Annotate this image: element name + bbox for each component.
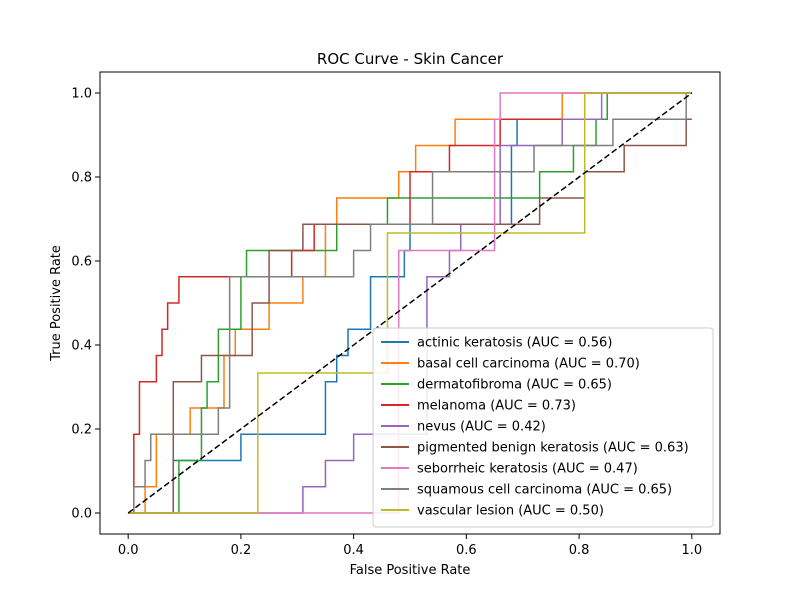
x-axis-label: False Positive Rate <box>350 563 471 578</box>
x-tick-label: 0.8 <box>569 543 590 558</box>
legend-entry: basal cell carcinoma (AUC = 0.70) <box>417 357 640 372</box>
x-tick-label: 0.0 <box>118 543 139 558</box>
legend-box <box>372 327 714 528</box>
x-tick-label: 0.2 <box>231 543 252 558</box>
legend-entry: seborrheic keratosis (AUC = 0.47) <box>417 462 638 477</box>
x-axis: 0.0 0.2 0.4 0.6 0.8 1.0 <box>118 534 702 558</box>
x-tick-label: 0.4 <box>343 543 364 558</box>
y-tick-label: 0.0 <box>71 507 92 522</box>
plot-frame <box>99 71 721 535</box>
y-axis: 0.0 0.2 0.4 0.6 0.8 1.0 <box>71 87 100 522</box>
y-tick-label: 0.8 <box>71 171 92 186</box>
legend-entry: dermatofibroma (AUC = 0.65) <box>417 378 612 393</box>
legend-entry: actinic keratosis (AUC = 0.56) <box>417 336 612 351</box>
y-axis-label: True Positive Rate <box>49 245 64 362</box>
legend-entry: nevus (AUC = 0.42) <box>417 420 546 435</box>
legend-entry: vascular lesion (AUC = 0.50) <box>417 504 604 519</box>
roc-series-line-8 <box>128 92 692 514</box>
roc-series-line-7 <box>128 92 692 514</box>
y-tick-label: 0.2 <box>71 423 92 438</box>
y-tick-label: 0.6 <box>71 255 92 270</box>
legend: actinic keratosis (AUC = 0.56) basal cell… <box>372 327 714 528</box>
series-layer <box>127 92 693 514</box>
roc-series-line-4 <box>128 92 692 514</box>
roc-series-line-5 <box>128 118 692 514</box>
legend-entry: melanoma (AUC = 0.73) <box>417 399 576 414</box>
legend-entry: pigmented benign keratosis (AUC = 0.63) <box>417 441 689 456</box>
x-tick-label: 0.6 <box>456 543 477 558</box>
y-tick-label: 1.0 <box>71 87 92 102</box>
x-tick-label: 1.0 <box>681 543 702 558</box>
chart-title: ROC Curve - Skin Cancer <box>317 50 504 68</box>
roc-series-line-0 <box>128 92 692 514</box>
y-tick-label: 0.4 <box>71 339 92 354</box>
legend-entry: squamous cell carcinoma (AUC = 0.65) <box>417 483 672 498</box>
chance-diagonal-line <box>127 92 693 514</box>
